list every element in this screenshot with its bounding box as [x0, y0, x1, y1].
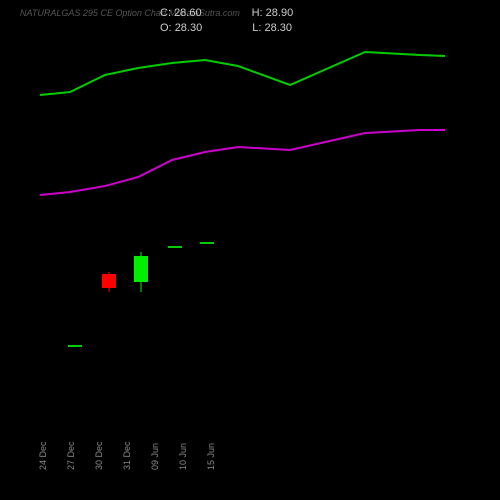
chart-canvas: [30, 30, 470, 430]
x-axis-tick-label: 24 Dec: [38, 430, 48, 470]
x-axis-tick-label: 15 Jun: [206, 430, 216, 470]
x-axis-tick-label: 31 Dec: [122, 430, 132, 470]
x-axis-tick-label: 09 Jun: [150, 430, 160, 470]
high-label: H: 28.90: [252, 6, 294, 21]
x-axis-labels: 24 Dec 27 Dec 30 Dec 31 Dec 09 Jun 10 Jun 15 J…: [30, 430, 470, 480]
close-label: C: 28.60: [160, 6, 202, 21]
x-axis-tick-label: 27 Dec: [66, 430, 76, 470]
chart-svg: [30, 30, 470, 430]
x-axis-tick-label: 30 Dec: [94, 430, 104, 470]
x-axis-tick-label: 10 Jun: [178, 430, 188, 470]
